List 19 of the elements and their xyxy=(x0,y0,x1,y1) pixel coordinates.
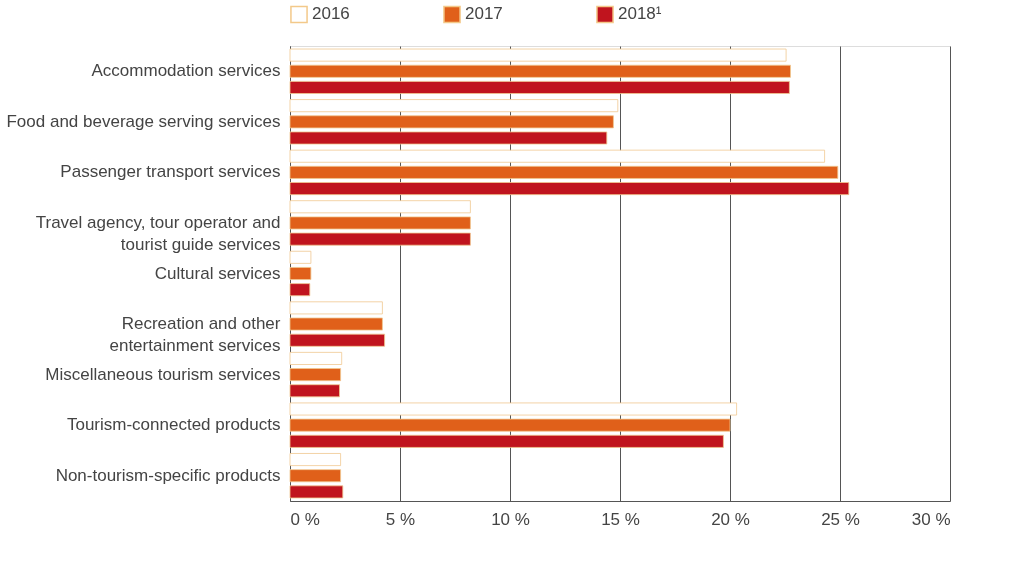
x-tick-label: 30 % xyxy=(911,509,951,529)
x-tick-label: 5 % xyxy=(385,509,416,529)
x-tick-label: 25 % xyxy=(821,509,860,529)
y-tick-label: Food and beverage serving services xyxy=(6,111,281,131)
y-tick-label: Passenger transport services xyxy=(60,162,281,182)
legend-label: 2017 xyxy=(465,4,503,24)
y-tick-label: Accommodation services xyxy=(91,61,281,81)
x-tick-label: 10 % xyxy=(491,509,530,529)
y-tick-label: Travel agency, tour operator and tourist guide services xyxy=(35,212,281,254)
y-tick-label: Cultural services xyxy=(154,263,281,283)
x-tick-label: 20 % xyxy=(711,509,750,529)
y-tick-label: Recreation and other entertainment services xyxy=(109,314,281,356)
x-tick-label: 15 % xyxy=(601,509,640,529)
x-tick-label: 0 % xyxy=(290,509,320,529)
y-tick-label: Tourism-connected products xyxy=(66,415,281,435)
legend-label: 2018¹ xyxy=(618,4,662,24)
y-tick-label: Non-tourism-specific products xyxy=(55,465,281,485)
legend-label: 2016 xyxy=(312,4,350,24)
y-tick-label: Miscellaneous tourism services xyxy=(45,364,281,384)
